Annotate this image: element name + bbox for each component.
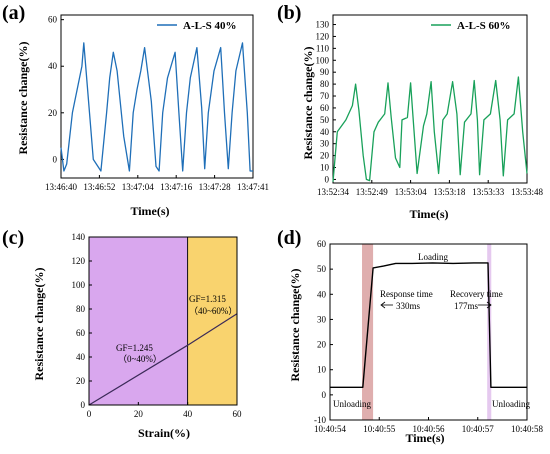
gf-label-0: GF=1.245 [116, 343, 153, 353]
xtick-label-b-3: 13:53:18 [433, 187, 466, 197]
ytick-label-c-0: 0 [81, 400, 86, 410]
xtick-label-d-2: 10:40:56 [412, 424, 445, 434]
xtick-label-d-1: 10:40:55 [363, 424, 396, 434]
ytick-label-d-6: 50 [317, 264, 327, 274]
xtick-label-c-0: 0 [87, 409, 92, 419]
unloading-label-right: Unloading [492, 399, 530, 409]
ytick-label-a-1: 20 [48, 108, 58, 118]
panel-label-b: (b) [277, 2, 301, 24]
xtick-label-b-2: 13:53:04 [395, 187, 428, 197]
gf-label-1: GF=1.315 [189, 294, 226, 304]
ytick-label-d-7: 60 [317, 239, 327, 249]
loading-label: Loading [418, 252, 448, 262]
response-time-label: Response time [380, 289, 433, 299]
response-arrowhead [380, 301, 386, 309]
xtick-label-c-1: 20 [134, 409, 144, 419]
series-line-a [60, 42, 253, 172]
ytick-label-b-5: 50 [320, 115, 330, 125]
xtick-label-d-4: 10:40:58 [511, 424, 544, 434]
plot-frame-a [60, 14, 254, 179]
legend-label-a: A-L-S 40% [183, 20, 236, 32]
ytick-label-d-1: 0 [322, 390, 327, 400]
ylabel-c: Resistance change(%) [32, 268, 46, 381]
ytick-label-b-9: 90 [320, 67, 330, 77]
gf-range-1: （40~60%） [189, 306, 237, 316]
ytick-label-d-5: 40 [317, 289, 327, 299]
ytick-label-a-2: 40 [48, 61, 58, 71]
ytick-label-d-4: 30 [317, 314, 327, 324]
xtick-label-a-2: 13:47:04 [122, 182, 155, 192]
ytick-label-c-2: 40 [76, 352, 86, 362]
ylabel-d: Resistance change(%) [288, 269, 302, 382]
panel-label-c: (c) [2, 227, 24, 249]
xtick-label-a-3: 13:47:16 [160, 182, 193, 192]
recovery-time-label: Recovery time [450, 289, 503, 299]
ylabel-b: Resistance change(%) [301, 47, 315, 160]
ytick-label-c-6: 120 [72, 256, 86, 266]
ytick-label-c-1: 20 [76, 376, 86, 386]
unloading-label-left: Unloading [333, 399, 371, 409]
xtick-label-b-4: 13:53:33 [472, 187, 505, 197]
plot-frame-b [332, 14, 528, 184]
xtick-label-b-5: 13:53:48 [511, 187, 544, 197]
xtick-label-d-3: 10:40:57 [462, 424, 495, 434]
ytick-label-c-3: 60 [76, 328, 86, 338]
ytick-label-b-4: 40 [320, 127, 330, 137]
ytick-label-d-3: 20 [317, 340, 327, 350]
xtick-label-a-1: 13:46:52 [83, 182, 115, 192]
response-time-value: 330ms [396, 301, 421, 311]
ytick-label-b-11: 110 [316, 43, 330, 53]
ytick-label-d-2: 10 [317, 365, 327, 375]
xtick-label-a-4: 13:47:28 [199, 182, 232, 192]
ytick-label-c-4: 80 [76, 304, 86, 314]
panel-a: 0 20 40 60 13:46:40 13:46:52 13:47:04 13:47:16 1… [45, 14, 269, 192]
ytick-label-b-12: 120 [316, 31, 330, 41]
legend-label-b: A-L-S 60% [457, 20, 510, 32]
panel-c: 0 20 40 60 80 100 120 140 0 20 40 60 GF=1.245（0~40%）… [72, 232, 243, 419]
xtick-label-d-0: 10:40:54 [314, 424, 347, 434]
series-line-c [88, 313, 238, 406]
ytick-label-c-5: 100 [72, 280, 86, 290]
recovery-arrowhead [486, 301, 492, 309]
ytick-label-c-7: 140 [72, 232, 86, 242]
xtick-label-b-0: 13:52:34 [317, 187, 350, 197]
ylabel-a: Resistance change(%) [16, 42, 30, 155]
ytick-label-a-3: 60 [48, 15, 58, 25]
xtick-label-c-2: 40 [183, 409, 193, 419]
panel-label-a: (a) [2, 2, 25, 24]
ytick-label-b-7: 70 [320, 91, 330, 101]
xtick-label-a-5: 13:47:41 [237, 182, 269, 192]
xlabel-d: Time(s) [405, 431, 444, 445]
strain-region-1 [187, 236, 238, 406]
ytick-label-b-10: 100 [316, 55, 330, 65]
series-line-b [332, 76, 528, 182]
xtick-label-c-3: 60 [233, 409, 243, 419]
plot-frame-d [329, 243, 528, 421]
xtick-label-b-1: 13:52:49 [356, 187, 389, 197]
ytick-label-b-13: 130 [316, 20, 330, 30]
ytick-label-b-6: 60 [320, 103, 330, 113]
xlabel-b: Time(s) [409, 207, 448, 221]
panel-label-d: (d) [277, 227, 301, 249]
recovery-time-value: 177ms [454, 301, 479, 311]
ytick-label-d-0: -10 [314, 415, 326, 425]
ytick-label-b-1: 10 [320, 163, 330, 173]
ytick-label-b-2: 20 [320, 151, 330, 161]
strain-region-0 [88, 236, 189, 406]
plot-frame-c [88, 236, 238, 406]
ytick-label-b-3: 30 [320, 139, 330, 149]
panel-d: -10 0 10 20 30 40 50 60 10:40:54 10:40:55 10:40:56… [314, 239, 544, 434]
xlabel-c: Strain(%) [138, 426, 190, 440]
xtick-label-a-0: 13:46:40 [45, 182, 78, 192]
ytick-label-b-0: 0 [325, 174, 330, 184]
gf-range-0: （0~40%） [118, 354, 162, 364]
series-line-d [330, 262, 527, 388]
ytick-label-a-0: 0 [53, 154, 58, 164]
xlabel-a: Time(s) [130, 204, 169, 218]
ytick-label-b-8: 80 [320, 79, 330, 89]
